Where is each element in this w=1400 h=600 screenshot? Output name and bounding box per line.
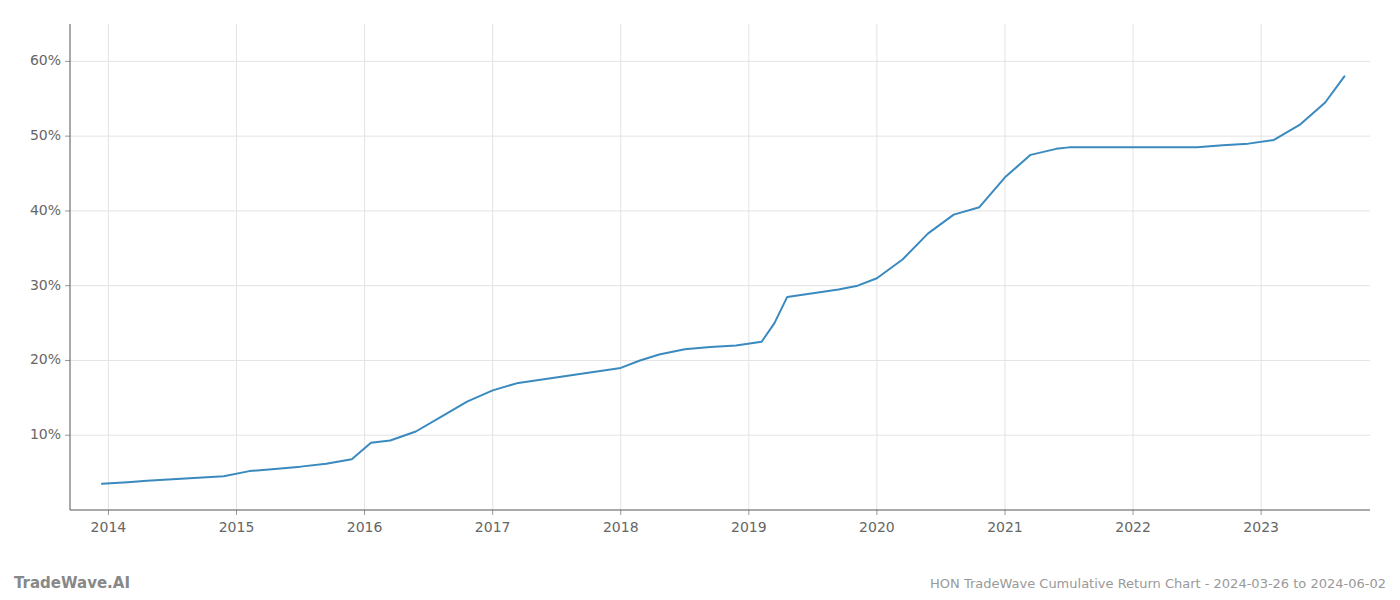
tick-label: 2022 bbox=[1115, 519, 1151, 535]
tick-label: 2016 bbox=[347, 519, 383, 535]
tick-label: 2018 bbox=[603, 519, 639, 535]
grid-line bbox=[1261, 24, 1262, 510]
grid-line bbox=[70, 61, 1370, 62]
grid-line bbox=[70, 136, 1370, 137]
tick bbox=[620, 510, 621, 515]
chart: 10% 20% 30% 40% 50% 60% 2014 2015 2016 2017 2018 20… bbox=[0, 0, 1400, 600]
tick-label: 50% bbox=[30, 127, 61, 143]
tick-label: 60% bbox=[30, 52, 61, 68]
grid-line bbox=[748, 24, 749, 510]
watermark: TradeWave.AI bbox=[14, 574, 130, 592]
tick bbox=[236, 510, 237, 515]
tick-label: 2014 bbox=[91, 519, 127, 535]
tick bbox=[65, 210, 70, 211]
texts: TradeWave.AI HON TradeWave Cumulative Ret… bbox=[14, 574, 1386, 592]
grid-line bbox=[1004, 24, 1005, 510]
tick-label: 10% bbox=[30, 426, 61, 442]
tick bbox=[65, 435, 70, 436]
tick bbox=[364, 510, 365, 515]
series-line bbox=[102, 76, 1344, 483]
grid-line bbox=[70, 285, 1370, 286]
tick bbox=[876, 510, 877, 515]
grid-line bbox=[108, 24, 109, 510]
tick-label: 2019 bbox=[731, 519, 767, 535]
title: HON TradeWave Cumulative Return Chart - … bbox=[930, 576, 1386, 591]
y-axis-line bbox=[70, 24, 71, 510]
grid-line bbox=[620, 24, 621, 510]
grid-line bbox=[70, 210, 1370, 211]
tick-label: 2020 bbox=[859, 519, 895, 535]
tick-label: 2023 bbox=[1243, 519, 1279, 535]
tick-label: 2021 bbox=[987, 519, 1023, 535]
tick bbox=[65, 61, 70, 62]
tick bbox=[108, 510, 109, 515]
grid-line bbox=[236, 24, 237, 510]
tick-label: 2015 bbox=[219, 519, 255, 535]
tick bbox=[65, 285, 70, 286]
tick-label: 20% bbox=[30, 351, 61, 367]
axes: 10% 20% 30% 40% 50% 60% 2014 2015 2016 2017 2018 20… bbox=[30, 24, 1370, 535]
tick bbox=[1133, 510, 1134, 515]
grid-line bbox=[876, 24, 877, 510]
tick-label: 40% bbox=[30, 202, 61, 218]
tick bbox=[65, 360, 70, 361]
grid-line bbox=[364, 24, 365, 510]
grid-line bbox=[70, 360, 1370, 361]
tick bbox=[65, 136, 70, 137]
tick bbox=[748, 510, 749, 515]
page: {"chart_data": {"type": "line", "title":… bbox=[0, 0, 1400, 600]
grid-line bbox=[1133, 24, 1134, 510]
grid-line bbox=[492, 24, 493, 510]
tick bbox=[1261, 510, 1262, 515]
tick bbox=[1004, 510, 1005, 515]
tick bbox=[492, 510, 493, 515]
x-axis-line bbox=[70, 510, 1370, 511]
plot-area bbox=[102, 76, 1344, 483]
tick-label: 30% bbox=[30, 277, 61, 293]
grid bbox=[70, 24, 1370, 510]
grid-line bbox=[70, 435, 1370, 436]
tick-label: 2017 bbox=[475, 519, 511, 535]
